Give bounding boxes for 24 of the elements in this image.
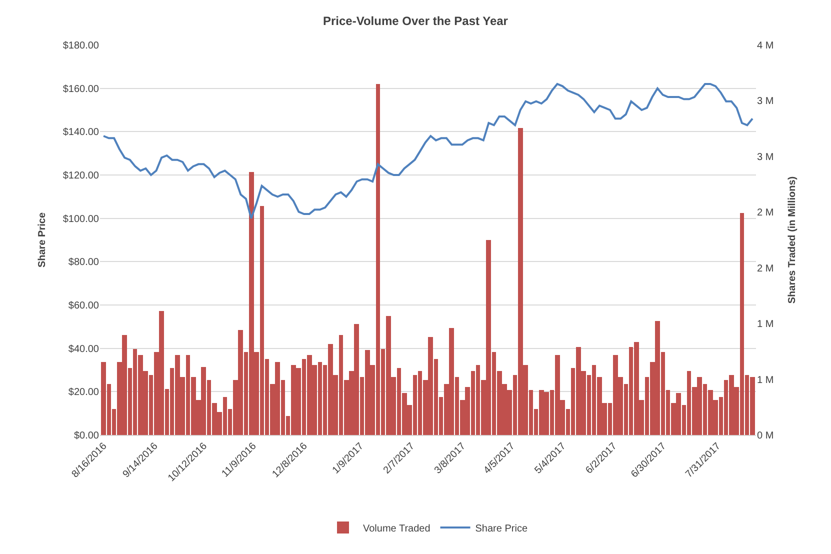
line-series [102,83,754,220]
y-tick-label: $60.00 [68,300,100,312]
y2-tick-label: 2 M [757,208,774,219]
y-tick-label: $80.00 [68,257,100,268]
legend-label: Volume Traded [363,523,430,534]
legend-label: Share Price [475,523,528,534]
y-tick-label: $180.00 [62,40,100,52]
chart-title: Price-Volume Over the Past Year [323,14,508,28]
y2-tick-label: 4 M [757,40,774,52]
y-tick-label: $140.00 [62,127,100,138]
y2-tick-label: 0 M [757,430,774,442]
y2-tick-label: 3 M [757,96,774,108]
y2-axis-title: Shares Traded (in Millions) [787,176,798,304]
y-tick-label: $160.00 [62,84,100,95]
y2-tick-label: 2 M [757,263,774,274]
y-tick-label: $120.00 [62,170,100,182]
y2-tick-label: 3 M [757,152,774,163]
y-axis-title: Share Price [36,212,48,268]
y-tick-label: $100.00 [62,214,100,225]
y-tick-label: $0.00 [74,430,100,442]
y-tick-label: $40.00 [68,344,100,355]
y-tick-label: $20.00 [68,387,100,398]
y2-tick-label: 1 M [757,374,774,386]
y2-tick-label: 1 M [757,319,774,330]
